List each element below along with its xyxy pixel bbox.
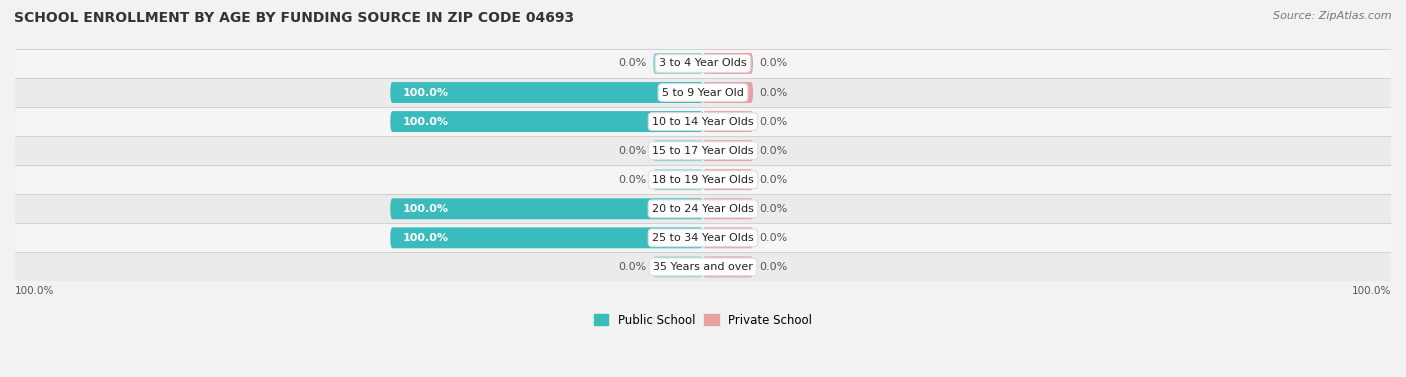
Text: 0.0%: 0.0%: [619, 58, 647, 69]
Legend: Public School, Private School: Public School, Private School: [593, 314, 813, 326]
FancyBboxPatch shape: [15, 194, 1391, 223]
Text: 20 to 24 Year Olds: 20 to 24 Year Olds: [652, 204, 754, 214]
Text: 0.0%: 0.0%: [759, 233, 787, 243]
FancyBboxPatch shape: [703, 53, 754, 74]
Text: 0.0%: 0.0%: [759, 204, 787, 214]
FancyBboxPatch shape: [15, 78, 1391, 107]
Text: 100.0%: 100.0%: [15, 286, 55, 296]
Text: 100.0%: 100.0%: [402, 116, 449, 127]
Text: 18 to 19 Year Olds: 18 to 19 Year Olds: [652, 175, 754, 185]
FancyBboxPatch shape: [703, 82, 754, 103]
Text: 100.0%: 100.0%: [402, 233, 449, 243]
Text: 0.0%: 0.0%: [759, 146, 787, 156]
FancyBboxPatch shape: [652, 169, 703, 190]
Text: 10 to 14 Year Olds: 10 to 14 Year Olds: [652, 116, 754, 127]
FancyBboxPatch shape: [703, 169, 754, 190]
FancyBboxPatch shape: [652, 140, 703, 161]
FancyBboxPatch shape: [703, 227, 754, 248]
FancyBboxPatch shape: [652, 256, 703, 277]
FancyBboxPatch shape: [391, 111, 703, 132]
FancyBboxPatch shape: [15, 49, 1391, 78]
Text: 0.0%: 0.0%: [759, 87, 787, 98]
Text: 25 to 34 Year Olds: 25 to 34 Year Olds: [652, 233, 754, 243]
FancyBboxPatch shape: [391, 198, 703, 219]
FancyBboxPatch shape: [391, 82, 703, 103]
FancyBboxPatch shape: [391, 227, 703, 248]
FancyBboxPatch shape: [15, 223, 1391, 252]
FancyBboxPatch shape: [15, 165, 1391, 194]
Text: 0.0%: 0.0%: [759, 58, 787, 69]
Text: 0.0%: 0.0%: [619, 262, 647, 272]
FancyBboxPatch shape: [652, 53, 703, 74]
FancyBboxPatch shape: [15, 252, 1391, 281]
FancyBboxPatch shape: [15, 136, 1391, 165]
Text: 0.0%: 0.0%: [619, 146, 647, 156]
Text: 100.0%: 100.0%: [1351, 286, 1391, 296]
Text: 5 to 9 Year Old: 5 to 9 Year Old: [662, 87, 744, 98]
FancyBboxPatch shape: [703, 140, 754, 161]
Text: 100.0%: 100.0%: [402, 204, 449, 214]
Text: Source: ZipAtlas.com: Source: ZipAtlas.com: [1274, 11, 1392, 21]
Text: 0.0%: 0.0%: [759, 262, 787, 272]
FancyBboxPatch shape: [15, 107, 1391, 136]
FancyBboxPatch shape: [703, 198, 754, 219]
Text: 35 Years and over: 35 Years and over: [652, 262, 754, 272]
Text: 0.0%: 0.0%: [759, 175, 787, 185]
Text: 0.0%: 0.0%: [619, 175, 647, 185]
FancyBboxPatch shape: [703, 111, 754, 132]
FancyBboxPatch shape: [703, 256, 754, 277]
Text: 100.0%: 100.0%: [402, 87, 449, 98]
Text: 15 to 17 Year Olds: 15 to 17 Year Olds: [652, 146, 754, 156]
Text: 0.0%: 0.0%: [759, 116, 787, 127]
Text: SCHOOL ENROLLMENT BY AGE BY FUNDING SOURCE IN ZIP CODE 04693: SCHOOL ENROLLMENT BY AGE BY FUNDING SOUR…: [14, 11, 574, 25]
Text: 3 to 4 Year Olds: 3 to 4 Year Olds: [659, 58, 747, 69]
